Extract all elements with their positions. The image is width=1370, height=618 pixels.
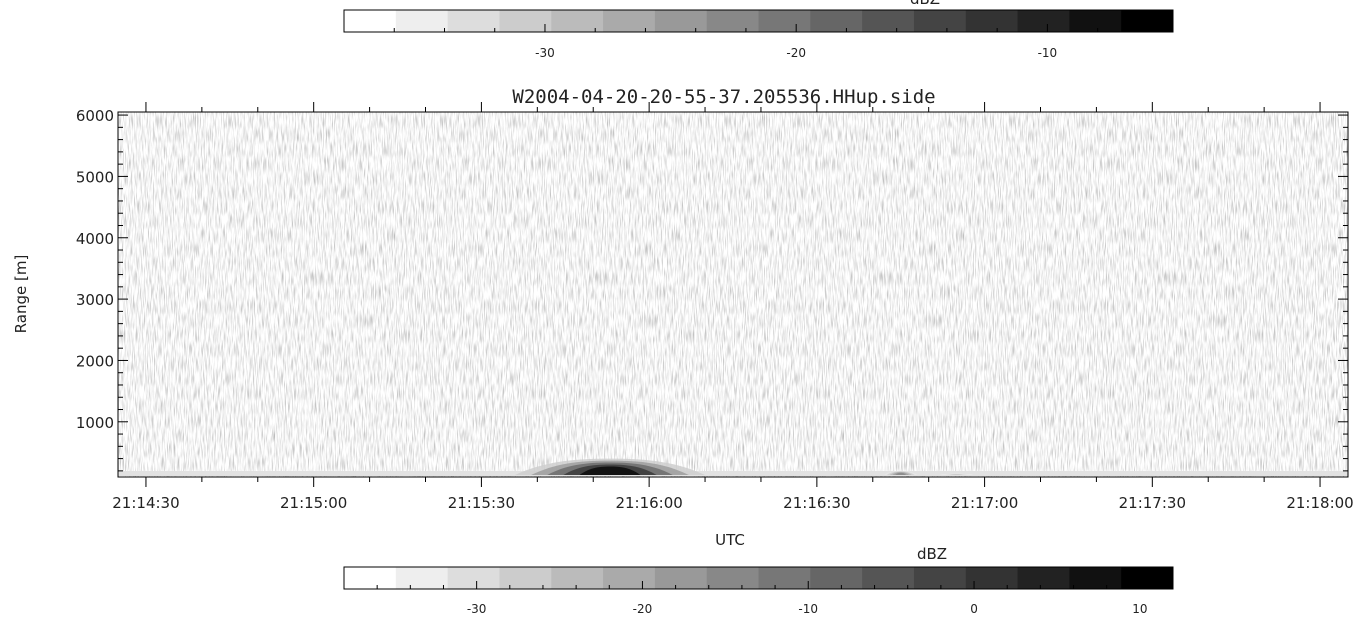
y-axis-label: Range [m]: [12, 255, 30, 334]
colorbar-top-tick-label: -10: [1038, 46, 1058, 60]
colorbar-bottom-cell: [706, 567, 759, 589]
echo-feature-2: [951, 474, 963, 475]
y-tick-label: 3000: [76, 291, 114, 309]
colorbar-top-cell: [862, 10, 915, 32]
colorbar-bottom-label: dBZ: [917, 545, 947, 563]
colorbar-bottom-frame: [343, 566, 1174, 590]
colorbar-bottom-cell: [499, 567, 552, 589]
y-tick-label: 5000: [76, 168, 114, 186]
colorbar-top: dBZ -30 -20 -10: [343, 0, 1174, 60]
colorbar-bottom-cell: [965, 567, 1019, 589]
colorbar-top-cell: [758, 10, 811, 32]
colorbar-bottom-cell: [344, 567, 397, 589]
colorbar-top-cell: [1121, 10, 1174, 32]
colorbar-top-cell: [395, 10, 449, 32]
x-tick-label: 21:17:30: [1119, 494, 1186, 512]
colorbar-top-cell: [499, 10, 552, 32]
colorbar-top-tick-label: -20: [786, 46, 806, 60]
plot-area: 1000 2000 3000 4000 5000 6000 21:14:30 21:15:0…: [76, 102, 1354, 512]
colorbar-top-cell: [551, 10, 604, 32]
y-tick-label: 6000: [76, 107, 114, 125]
colorbar-bottom-cell: [913, 567, 967, 589]
colorbar-bottom-cell: [603, 567, 656, 589]
colorbar-bottom-cell: [447, 567, 500, 589]
colorbar-top-label: dBZ: [910, 0, 940, 8]
colorbar-bottom-cell: [1069, 567, 1122, 589]
y-tick-label: 1000: [76, 414, 114, 432]
colorbar-top-cell: [344, 10, 397, 32]
echo-feature-1: [895, 472, 907, 475]
colorbar-bottom-cell: [654, 567, 708, 589]
colorbar-top-cell: [706, 10, 759, 32]
echo-feature-0: [579, 466, 641, 475]
colorbar-bottom-tick-label: 0: [970, 602, 978, 616]
colorbar-bottom-tick-label: 10: [1132, 602, 1147, 616]
colorbar-bottom-cell: [1121, 567, 1174, 589]
colorbar-top-cell: [1069, 10, 1122, 32]
colorbar-bottom-cell: [862, 567, 915, 589]
colorbar-bottom-cell: [758, 567, 811, 589]
colorbar-bottom-cell: [551, 567, 604, 589]
colorbar-top-cell: [913, 10, 967, 32]
plot-frame: [117, 111, 1349, 478]
x-tick-label: 21:15:30: [448, 494, 515, 512]
colorbar-top-cell: [965, 10, 1019, 32]
x-axis-label: UTC: [715, 531, 745, 549]
colorbar-top-cell: [654, 10, 708, 32]
chart-title: W2004-04-20-20-55-37.205536.HHup.side: [512, 86, 935, 108]
colorbar-top-cell: [810, 10, 863, 32]
ground-clutter-strip: [118, 471, 1348, 476]
y-tick-label: 2000: [76, 352, 114, 370]
colorbar-bottom-tick-label: -20: [633, 602, 653, 616]
colorbar-bottom: dBZ -30 -20 -10 0 10: [343, 545, 1174, 616]
colorbar-top-frame: [343, 9, 1174, 33]
colorbar-bottom-cell: [810, 567, 863, 589]
x-tick-label: 21:17:00: [951, 494, 1018, 512]
x-tick-label: 21:15:00: [280, 494, 347, 512]
colorbar-top-cell: [1017, 10, 1070, 32]
colorbar-top-cell: [603, 10, 656, 32]
x-tick-label: 21:16:30: [783, 494, 850, 512]
colorbar-bottom-tick-label: -30: [467, 602, 487, 616]
noise-speckle-field: [118, 112, 1348, 477]
x-tick-label: 21:14:30: [112, 494, 179, 512]
x-tick-label: 21:18:00: [1286, 494, 1353, 512]
x-tick-label: 21:16:00: [615, 494, 682, 512]
colorbar-top-tick-label: -30: [535, 46, 555, 60]
colorbar-top-cell: [447, 10, 500, 32]
colorbar-bottom-cell: [395, 567, 449, 589]
colorbar-bottom-tick-label: -10: [798, 602, 818, 616]
y-tick-label: 4000: [76, 230, 114, 248]
colorbar-bottom-cell: [1017, 567, 1070, 589]
